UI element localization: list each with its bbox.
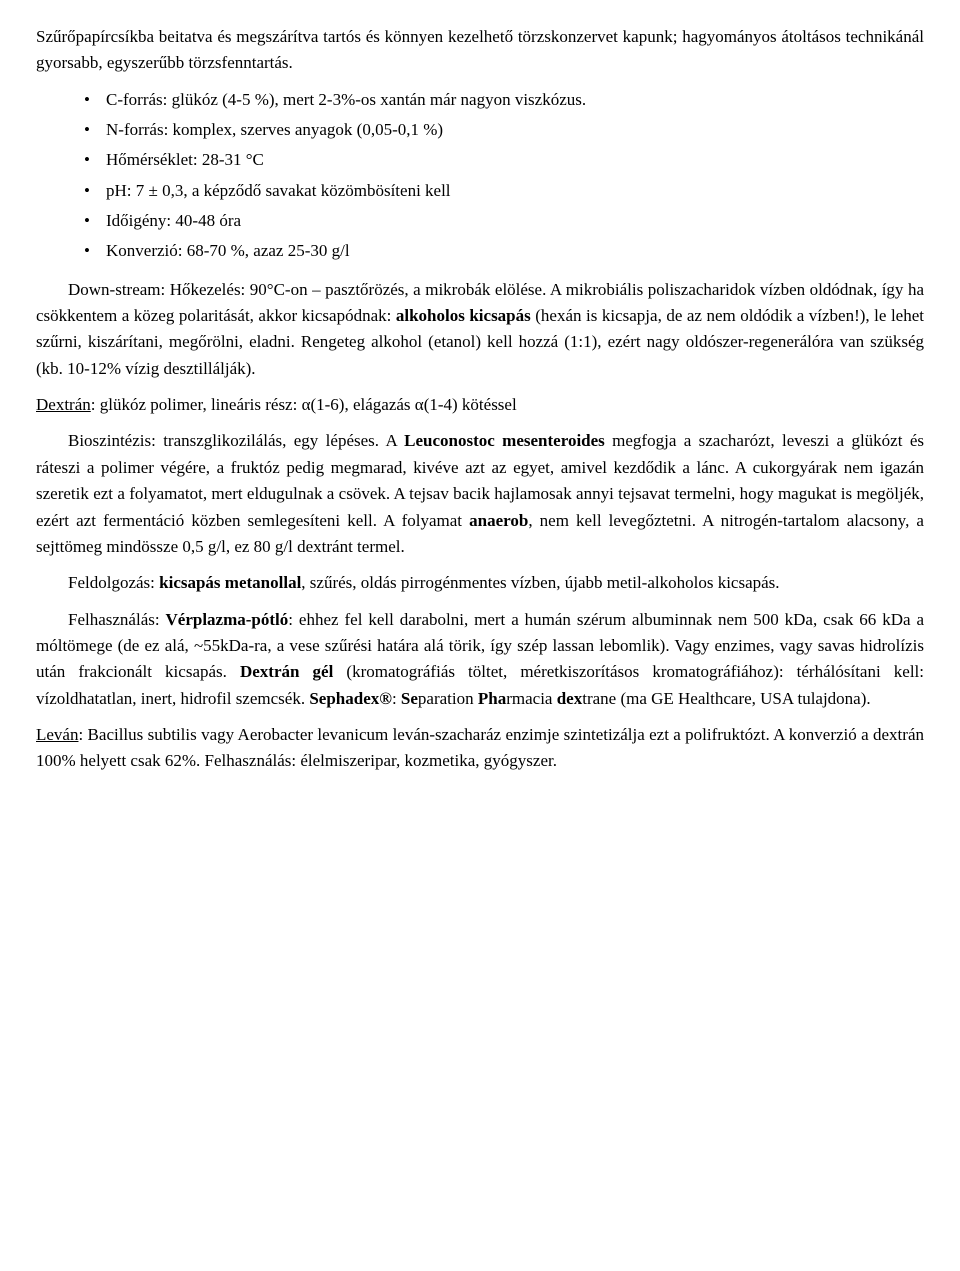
bold-span: kicsapás metanollal bbox=[159, 573, 301, 592]
text-span: Feldolgozás: bbox=[68, 573, 159, 592]
bold-verplazma: Vérplazma-pótló bbox=[166, 610, 289, 629]
list-item: N-forrás: komplex, szerves anyagok (0,05… bbox=[84, 117, 924, 143]
bold-anaerob: anaerob bbox=[469, 511, 528, 530]
dextran-title: Dextrán bbox=[36, 395, 91, 414]
bio-paragraph: Bioszintézis: transzglikozilálás, egy lé… bbox=[36, 428, 924, 560]
bold-dex: dex bbox=[557, 689, 583, 708]
bold-sephadex: Sephadex® bbox=[309, 689, 392, 708]
text-span: trane (ma GE Healthcare, USA tulajdona). bbox=[582, 689, 870, 708]
text-span: paration bbox=[418, 689, 478, 708]
list-item: Időigény: 40-48 óra bbox=[84, 208, 924, 234]
text-span: : bbox=[392, 689, 401, 708]
bold-se: Se bbox=[401, 689, 418, 708]
list-item: pH: 7 ± 0,3, a képződő savakat közömbösí… bbox=[84, 178, 924, 204]
bold-pha: Pha bbox=[478, 689, 506, 708]
levan-paragraph: Leván: Bacillus subtilis vagy Aerobacter… bbox=[36, 722, 924, 775]
intro-paragraph: Szűrőpapírcsíkba beitatva és megszárítva… bbox=[36, 24, 924, 77]
down-stream-paragraph: Down-stream: Hőkezelés: 90°C-on – pasztő… bbox=[36, 277, 924, 382]
text-span: : glükóz polimer, lineáris rész: α(1-6),… bbox=[91, 395, 517, 414]
bold-dextran-gel: Dextrán gél bbox=[240, 662, 333, 681]
text-span: rmacia bbox=[506, 689, 557, 708]
text-span: Felhasználás: bbox=[68, 610, 166, 629]
list-item: Hőmérséklet: 28-31 °C bbox=[84, 147, 924, 173]
text-span: Bioszintézis: transzglikozilálás, egy lé… bbox=[68, 431, 404, 450]
dextran-heading-paragraph: Dextrán: glükóz polimer, lineáris rész: … bbox=[36, 392, 924, 418]
text-span: : Bacillus subtilis vagy Aerobacter leva… bbox=[36, 725, 924, 770]
levan-title: Leván bbox=[36, 725, 78, 744]
bold-species: Leuconostoc mesenteroides bbox=[404, 431, 605, 450]
felhaszn-paragraph: Felhasználás: Vérplazma-pótló: ehhez fel… bbox=[36, 607, 924, 712]
text-span: , szűrés, oldás pirrogénmentes vízben, ú… bbox=[301, 573, 779, 592]
list-item: C-forrás: glükóz (4-5 %), mert 2-3%-os x… bbox=[84, 87, 924, 113]
bullet-list: C-forrás: glükóz (4-5 %), mert 2-3%-os x… bbox=[36, 87, 924, 265]
bold-span: alkoholos kicsapás bbox=[396, 306, 531, 325]
feldolg-paragraph: Feldolgozás: kicsapás metanollal, szűrés… bbox=[36, 570, 924, 596]
list-item: Konverzió: 68-70 %, azaz 25-30 g/l bbox=[84, 238, 924, 264]
